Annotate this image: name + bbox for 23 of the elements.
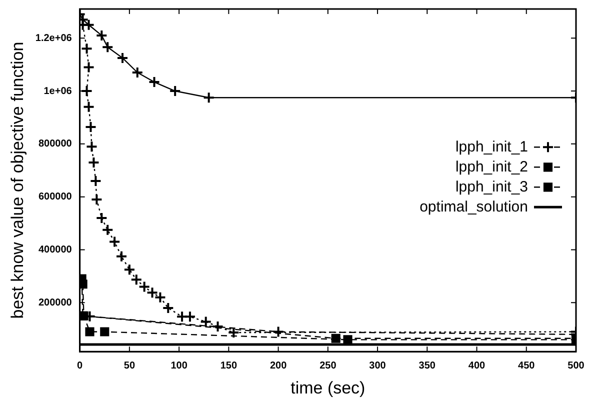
- legend-label: optimal_solution: [420, 198, 528, 216]
- y-tick-label: 600000: [38, 192, 72, 203]
- x-tick-label: 350: [418, 360, 436, 372]
- x-tick-label: 100: [170, 360, 188, 372]
- x-axis-title: time (sec): [290, 378, 366, 398]
- y-tick-label: 1.2e+06: [35, 32, 72, 44]
- y-tick-label: 200000: [38, 297, 72, 308]
- legend-label: lpph_init_1: [455, 138, 528, 156]
- y-axis-title: best know value of objective function: [8, 42, 27, 319]
- y-tick-label: 800000: [38, 138, 72, 150]
- x-tick-label: 200: [270, 360, 288, 372]
- x-tick-label: 450: [518, 360, 536, 372]
- legend-label: lpph_init_2: [455, 158, 528, 176]
- y-tick-label: 400000: [38, 244, 72, 256]
- x-tick-label: 150: [220, 360, 238, 372]
- y-tick-label: 1e+06: [44, 86, 72, 97]
- x-tick-label: 400: [468, 360, 486, 372]
- x-tick-label: 0: [77, 360, 84, 372]
- x-tick-label: 50: [124, 360, 136, 372]
- x-tick-label: 250: [320, 360, 337, 372]
- x-tick-label: 300: [369, 360, 386, 372]
- legend-label: lpph_init_3: [455, 178, 528, 196]
- x-tick-label: 500: [568, 360, 585, 372]
